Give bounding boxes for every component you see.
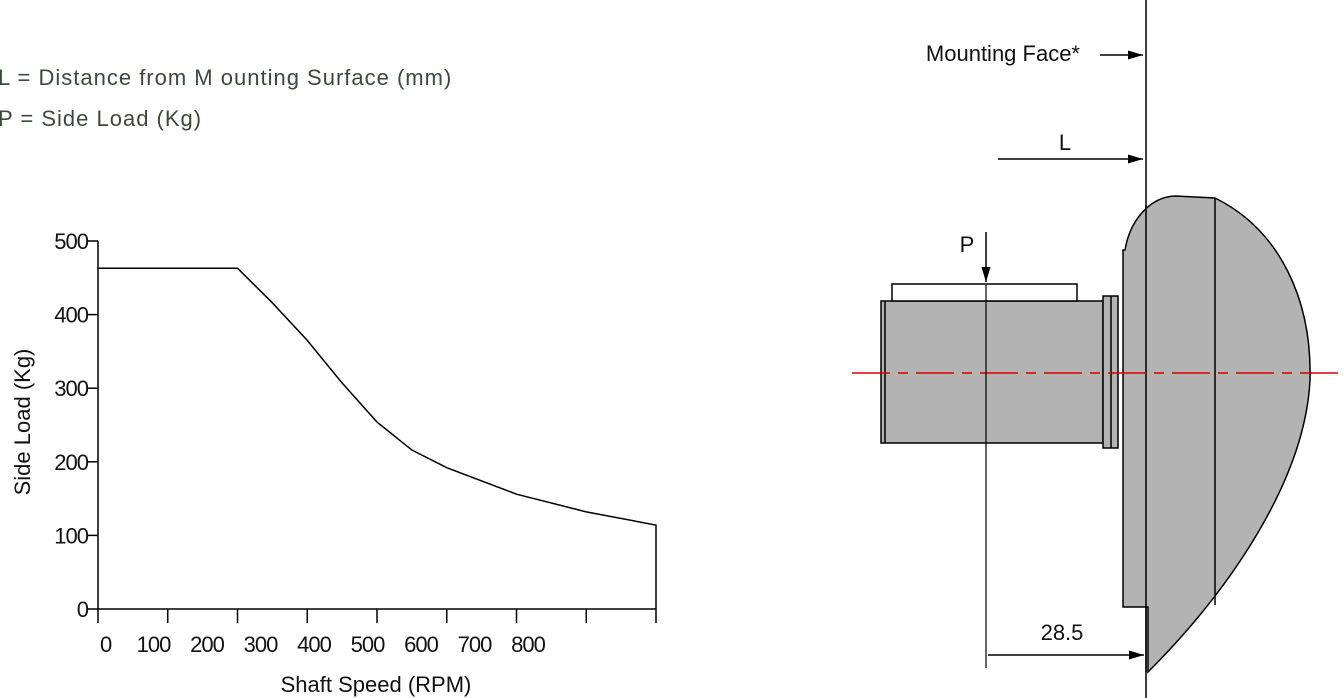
x-tick-label: 500 (351, 632, 385, 657)
x-tick-label: 0 (100, 632, 112, 657)
label: Mounting Face* (926, 41, 1081, 66)
x-tick-label: 800 (511, 632, 545, 657)
key (891, 283, 1078, 302)
dimension-label: 28.5 (1041, 620, 1084, 645)
chart: 0 100 200 300 400 500 0 100 200 300 400 500 600 700 80… (54, 229, 657, 657)
x-tick-label: 400 (297, 632, 331, 657)
y-tick-label: 400 (54, 303, 88, 328)
legend-text: L = Distance from M ounting Surface (mm) (0, 65, 452, 90)
y-tick-label: 0 (77, 597, 89, 622)
label: L (1059, 130, 1071, 155)
label: P (960, 232, 975, 257)
y-axis-title: Side Load (Kg) (10, 349, 35, 496)
x-tick-label: 200 (190, 632, 224, 657)
x-tick-label: 700 (458, 632, 492, 657)
shaft (880, 300, 1104, 444)
y-tick-label: 100 (54, 523, 88, 548)
y-tick-label: 300 (54, 376, 88, 401)
x-tick-label: 300 (244, 632, 278, 657)
shaft-diagram (852, 0, 1344, 698)
curve (98, 267, 657, 609)
y-tick-label: 500 (54, 229, 88, 254)
x-tick-label: 100 (137, 632, 171, 657)
x-tick-label: 600 (404, 632, 438, 657)
x-axis-title: Shaft Speed (RPM) (281, 672, 472, 697)
housing (1122, 195, 1311, 674)
y-tick-label: 200 (54, 450, 88, 475)
legend-text: P = Side Load (Kg) (0, 106, 202, 131)
